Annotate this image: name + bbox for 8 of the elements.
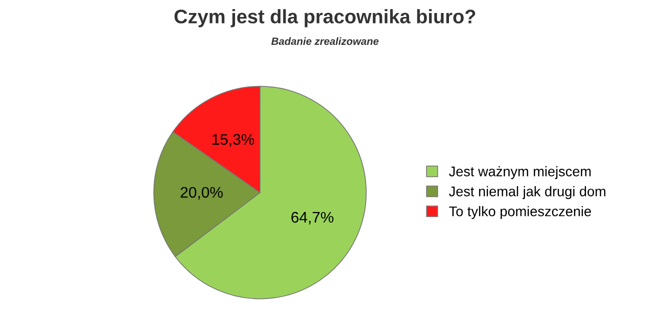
legend-label: Jest ważnym miejscem: [448, 166, 591, 180]
chart-subtitle: Badanie zrealizowane: [271, 37, 379, 45]
data-label: 15,3%: [212, 134, 254, 147]
data-label: 64,7%: [291, 212, 334, 224]
legend-label: Jest niemal jak drugi dom: [448, 186, 606, 200]
data-label: 20,0%: [180, 186, 223, 200]
chart-title: Czym jest dla pracownika biuro?: [174, 9, 476, 28]
legend-label: To tylko pomieszczenie: [449, 206, 591, 220]
